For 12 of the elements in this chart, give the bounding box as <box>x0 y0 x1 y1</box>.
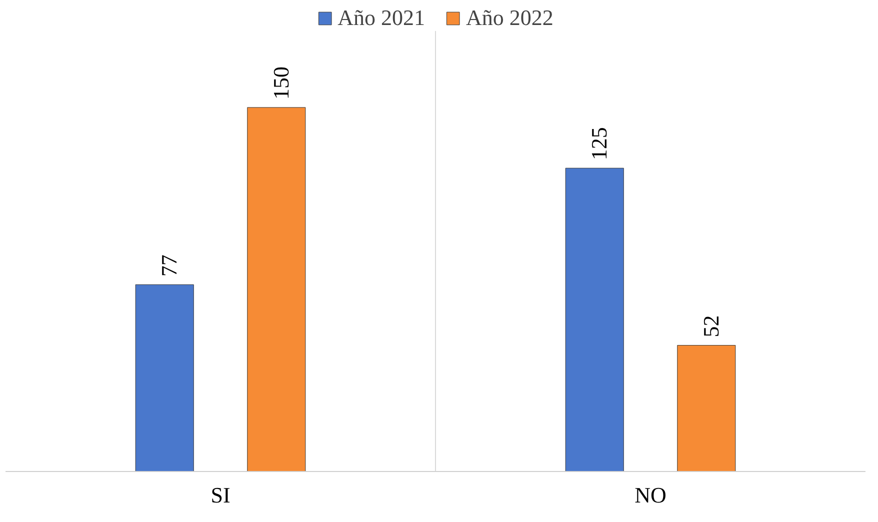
data-label: 125 <box>586 127 612 160</box>
data-label: 52 <box>698 315 724 338</box>
bar <box>677 345 736 472</box>
legend-label: Año 2022 <box>466 5 554 31</box>
bar <box>565 168 624 472</box>
data-label: 77 <box>156 254 182 277</box>
x-tick-label: NO <box>634 482 666 508</box>
bar <box>247 107 306 472</box>
legend-label: Año 2021 <box>338 5 425 31</box>
x-tick-label: SI <box>210 482 230 508</box>
bar <box>135 284 194 472</box>
data-label: 150 <box>268 66 294 100</box>
